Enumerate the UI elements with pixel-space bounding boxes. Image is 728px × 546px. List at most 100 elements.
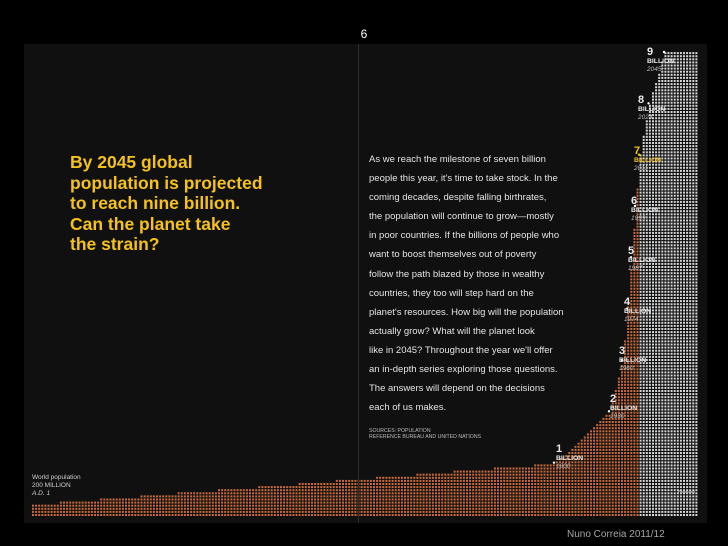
population-dot bbox=[648, 182, 651, 185]
population-dot bbox=[673, 439, 676, 442]
population-dot bbox=[679, 507, 682, 510]
population-dot bbox=[214, 504, 217, 507]
population-dot bbox=[617, 498, 620, 501]
population-dot bbox=[614, 452, 617, 454]
population-dot bbox=[648, 448, 651, 451]
population-dot bbox=[586, 445, 589, 448]
population-dot bbox=[614, 421, 617, 423]
population-dot bbox=[683, 64, 685, 67]
population-dot bbox=[196, 495, 199, 498]
population-dot bbox=[636, 346, 639, 349]
population-dot bbox=[642, 476, 645, 479]
population-dot bbox=[559, 486, 561, 489]
population-dot bbox=[667, 495, 670, 498]
population-dot bbox=[661, 117, 664, 120]
population-dot bbox=[276, 498, 279, 501]
population-dot bbox=[630, 390, 633, 392]
population-dot bbox=[490, 470, 493, 473]
population-dot bbox=[596, 467, 599, 470]
population-dot bbox=[667, 272, 670, 275]
population-dot bbox=[593, 445, 596, 448]
population-dot bbox=[94, 504, 96, 507]
population-dot bbox=[441, 492, 444, 495]
population-dot bbox=[655, 442, 658, 445]
population-dot bbox=[661, 145, 664, 148]
population-dot bbox=[537, 507, 540, 510]
population-dot bbox=[655, 151, 658, 154]
population-dot bbox=[686, 510, 689, 513]
population-dot bbox=[428, 514, 431, 516]
population-dot bbox=[317, 486, 320, 489]
population-dot bbox=[652, 219, 654, 222]
population-dot bbox=[469, 489, 472, 492]
population-dot bbox=[348, 507, 351, 510]
population-dot bbox=[658, 281, 661, 284]
population-dot bbox=[642, 160, 645, 163]
population-dot bbox=[596, 430, 599, 433]
population-dot bbox=[602, 448, 605, 451]
population-dot bbox=[664, 73, 667, 76]
population-dot bbox=[645, 157, 648, 160]
population-dot bbox=[562, 458, 565, 461]
population-dot bbox=[642, 256, 645, 259]
population-dot bbox=[233, 514, 236, 516]
population-dot bbox=[497, 495, 499, 498]
population-dot bbox=[655, 377, 658, 380]
population-dot bbox=[673, 287, 676, 290]
population-dot bbox=[633, 507, 636, 510]
population-dot bbox=[642, 331, 645, 334]
population-dot bbox=[311, 483, 313, 485]
population-dot bbox=[286, 486, 289, 489]
population-dot bbox=[645, 399, 648, 402]
population-dot bbox=[683, 101, 685, 104]
population-dot bbox=[664, 238, 667, 241]
population-dot bbox=[549, 492, 552, 495]
population-dot bbox=[611, 427, 614, 430]
population-dot bbox=[298, 495, 301, 498]
population-dot bbox=[611, 510, 614, 513]
population-dot bbox=[645, 300, 648, 303]
population-dot bbox=[658, 337, 661, 340]
population-dot bbox=[673, 179, 676, 182]
population-dot bbox=[661, 371, 664, 374]
population-dot bbox=[332, 501, 335, 504]
population-dot bbox=[69, 501, 72, 504]
population-dot bbox=[624, 374, 627, 377]
population-dot bbox=[571, 507, 574, 510]
population-dot bbox=[648, 374, 651, 377]
population-dot bbox=[642, 247, 645, 250]
population-dot bbox=[115, 507, 118, 510]
population-dot bbox=[528, 501, 530, 504]
population-dot bbox=[683, 514, 685, 516]
population-dot bbox=[633, 486, 636, 489]
population-dot bbox=[459, 492, 462, 495]
population-dot bbox=[245, 495, 248, 498]
population-dot bbox=[407, 498, 410, 501]
population-dot bbox=[586, 495, 589, 498]
population-dot bbox=[549, 464, 552, 467]
population-dot bbox=[670, 151, 673, 154]
population-dot bbox=[633, 228, 636, 231]
population-dot bbox=[621, 417, 623, 420]
population-dot bbox=[453, 514, 456, 516]
population-dot bbox=[667, 383, 670, 386]
population-dot bbox=[329, 492, 332, 495]
population-dot bbox=[683, 111, 685, 113]
population-dot bbox=[193, 514, 196, 516]
population-dot bbox=[627, 346, 630, 349]
population-dot bbox=[453, 486, 456, 489]
population-dot bbox=[655, 306, 658, 309]
population-dot bbox=[586, 455, 589, 458]
population-dot bbox=[211, 510, 214, 513]
population-dot bbox=[645, 238, 648, 241]
population-dot bbox=[679, 80, 682, 82]
population-dot bbox=[639, 194, 642, 197]
population-dot bbox=[633, 362, 636, 365]
population-dot bbox=[658, 421, 661, 423]
population-dot bbox=[683, 492, 685, 495]
population-dot bbox=[673, 408, 676, 411]
population-dot bbox=[568, 455, 571, 458]
population-dot bbox=[543, 495, 546, 498]
population-dot bbox=[670, 250, 673, 253]
population-dot bbox=[664, 188, 667, 191]
